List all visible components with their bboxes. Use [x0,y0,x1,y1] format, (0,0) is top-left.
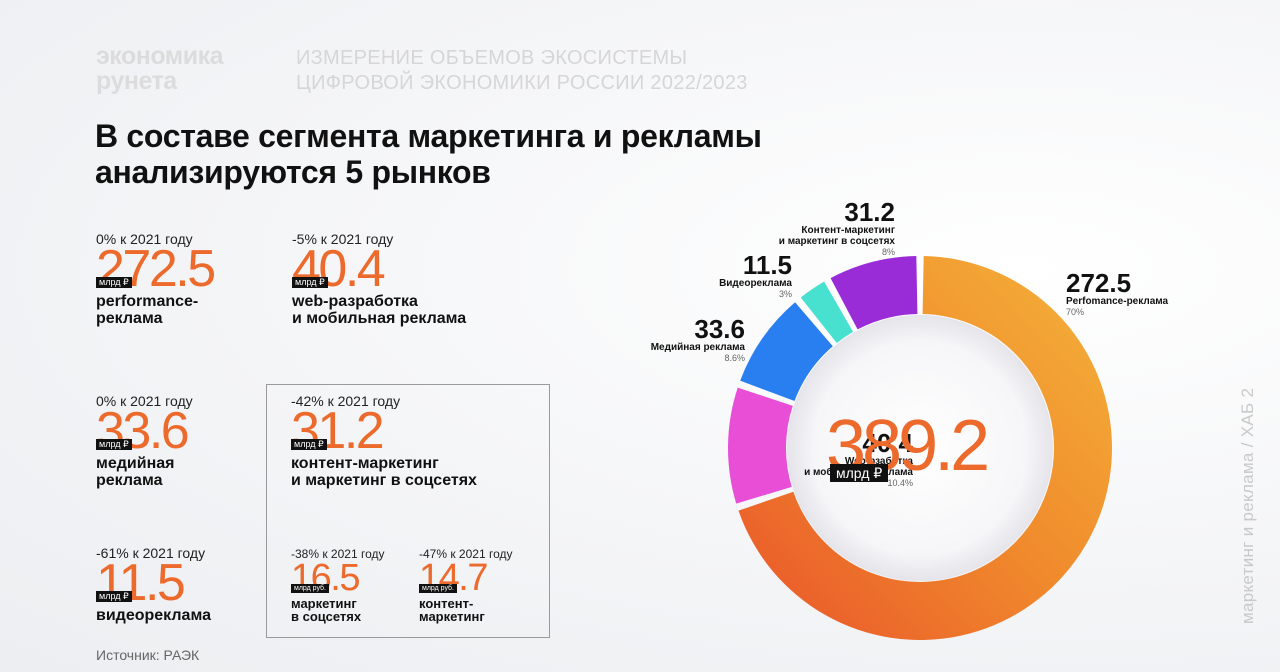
callout-percent: 10.4% [887,478,913,488]
callout-content: 31.2 Контент-маркетинг и маркетинг в соц… [779,199,895,258]
stat-change: 0% к 2021 году [96,231,193,247]
title-line-2: анализируются 5 рынков [95,154,491,190]
callout-label: Видеореклама [719,278,792,289]
stat-performance: 0% к 2021 году 272.5 млрд ₽ performance-… [96,231,216,327]
callout-value: 31.2 [844,197,895,227]
stat-web: -5% к 2021 году 40.4 млрд ₽ web-разработ… [292,231,466,327]
stat-change: -38% к 2021 году [291,547,385,561]
brand-line-1: экономика [96,42,224,70]
total-unit-badge: млрд ₽ [830,464,889,482]
slice-media [740,302,833,402]
callout-percent: 8% [881,247,895,257]
callout-percent: 3% [778,289,792,299]
stat-content-marketing: -47% к 2021 году 14.7 млрд руб. контент-… [419,547,513,623]
stat-content: -42% к 2021 году 31.2 млрд ₽ контент-мар… [291,393,477,489]
stat-change: -5% к 2021 году [292,231,394,247]
brand-logo: экономика рунета [96,42,224,95]
stat-label-line-2: в соцсетях [291,609,362,624]
callout-label: Медийная реклама [650,342,745,353]
callout-label-line-1: Web-рзаботка [844,456,913,467]
brand-line-2: рунета [96,67,177,95]
callout-percent: 8.6% [724,353,745,363]
slice-performance [738,256,1112,640]
stat-change: -47% к 2021 году [419,547,513,561]
callout-percent: 70% [1066,307,1085,317]
donut-hole [787,315,1053,581]
callout-performance: 272.5 Perfomance-реклама 70% [1066,270,1168,318]
stat-change: 0% к 2021 году [96,393,193,409]
stat-media: 0% к 2021 году 33.6 млрд ₽ медийная рекл… [96,393,193,489]
stat-label-line-1: контент-маркетинг [291,455,439,472]
donut-total: 389.2 млрд ₽ [826,410,1006,490]
stat-change: -42% к 2021 году [291,393,401,409]
stat-change: -61% к 2021 году [96,545,206,561]
slice-web [728,387,793,504]
callout-label-line-2: и маркетинг в соцсетях [778,236,895,247]
callout-label-line-1: Контент-маркетинг [801,225,895,236]
title-line-1: В составе сегмента маркетинга и рекламы [95,118,762,154]
stat-video: -61% к 2021 году 11.5 млрд ₽ видеореклам… [96,545,211,624]
content-marketing-box [266,384,550,638]
stat-label-line-2: и маркетинг в соцсетях [291,472,477,489]
page-title: В составе сегмента маркетинга и рекламы … [95,118,762,190]
subtitle-line-2: ЦИФРОВОЙ ЭКОНОМИКИ РОССИИ 2022/2023 [296,72,748,94]
callout-video: 11.5 Видеореклама 3% [719,252,792,300]
unit-badge: млрд руб. [291,584,330,593]
slice-content [830,256,918,330]
unit-badge: млрд ₽ [292,277,328,288]
stat-label-line-1: видеореклама [96,607,211,624]
unit-badge: млрд ₽ [96,591,132,602]
unit-badge: млрд руб. [419,584,458,593]
callout-value: 40.4 [862,428,913,458]
unit-badge: млрд ₽ [291,439,327,450]
callout-media: 33.6 Медийная реклама 8.6% [651,316,745,364]
subtitle-line-1: ИЗМЕРЕНИЕ ОБЪЕМОВ ЭКОСИСТЕМЫ [296,47,688,69]
stat-label-line-2: маркетинг [419,609,485,624]
stat-label-line-2: реклама [96,472,163,489]
callout-value: 11.5 [742,250,792,280]
report-subtitle: ИЗМЕРЕНИЕ ОБЪЕМОВ ЭКОСИСТЕМЫ ЦИФРОВОЙ ЭК… [296,46,748,96]
unit-badge: млрд ₽ [96,439,132,450]
callout-value: 33.6 [694,314,745,344]
stat-label-line-1: performance- [96,293,199,310]
stat-smm: -38% к 2021 году 16.5 млрд руб. маркетин… [291,547,385,623]
callout-label: Perfomance-реклама [1066,296,1169,307]
stat-label-line-2: реклама [96,310,163,327]
stat-label-line-1: маркетинг [291,596,357,611]
stat-label-line-2: и мобильная реклама [292,310,467,327]
stat-label-line-1: контент- [419,596,474,611]
stat-label-line-1: медийная [96,455,175,472]
stat-label-line-1: web-разработка [292,293,418,310]
unit-badge: млрд ₽ [96,277,132,288]
slice-video [800,281,854,343]
callout-value: 272.5 [1066,268,1132,298]
source-note: Источник: РАЭК [96,647,200,663]
